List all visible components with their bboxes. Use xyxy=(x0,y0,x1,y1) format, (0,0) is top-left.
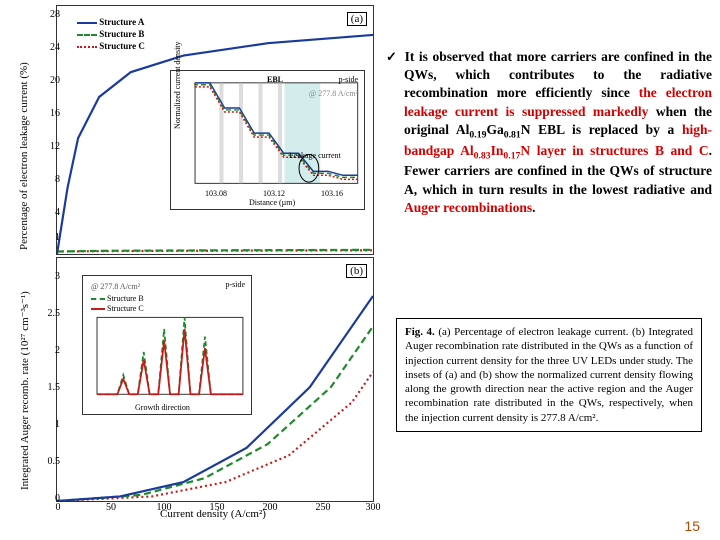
caption-body: (a) Percentage of electron leakage curre… xyxy=(405,326,693,424)
inset-a-xtick: 103.16 xyxy=(321,189,343,198)
ytick-b: 0 xyxy=(36,493,60,504)
ytick-b: 2.5 xyxy=(36,308,60,319)
figure-panel: Percentage of electron leakage current (… xyxy=(10,0,380,520)
inset-a-leak: Leakage current xyxy=(289,151,341,160)
ytick-b: 1 xyxy=(36,419,60,430)
inset-a-cd: @ 277.8 A/cm² xyxy=(309,89,358,98)
xtick: 300 xyxy=(358,502,388,513)
xtick: 50 xyxy=(96,502,126,513)
ytick-b: 0.5 xyxy=(36,456,60,467)
legend-item: Structure C xyxy=(107,304,144,313)
ytick-a: 12 xyxy=(36,141,60,152)
ytick-a: 8 xyxy=(36,174,60,185)
inset-b-pside: p-side xyxy=(225,280,245,289)
inset-b-xlabel: Growth direction xyxy=(135,403,190,412)
legend-item: Structure C xyxy=(99,41,145,51)
ytick-b: 3 xyxy=(36,271,60,282)
ytick-a: 24 xyxy=(36,42,60,53)
ytick-a: 16 xyxy=(36,108,60,119)
para-t4: . xyxy=(532,200,535,215)
sub: 0.83 xyxy=(474,150,491,161)
legend-item: Structure A xyxy=(99,17,144,27)
sub: 0.17 xyxy=(503,150,520,161)
xtick: 100 xyxy=(149,502,179,513)
figure-caption: Fig. 4. (a) Percentage of electron leaka… xyxy=(396,318,702,432)
xtick: 150 xyxy=(202,502,232,513)
ytick-a: 4 xyxy=(36,207,60,218)
inset-a-ylabel: Normalized current density xyxy=(173,41,182,129)
ytick-b: 2 xyxy=(36,345,60,356)
check-icon: ✓ xyxy=(386,49,398,64)
para-r3: Auger recombinations xyxy=(404,200,532,215)
sub: 0.19 xyxy=(469,130,486,141)
legend-item: Structure B xyxy=(107,294,144,303)
panel-a-label: (a) xyxy=(347,12,367,26)
inset-a-pside: p-side xyxy=(338,75,358,84)
inset-b-legend: Structure B Structure C xyxy=(91,294,144,314)
ytick-a: 28 xyxy=(36,9,60,20)
xtick: 250 xyxy=(308,502,338,513)
sub: 0.81 xyxy=(504,130,521,141)
ylabel-a: Percentage of electron leakage current (… xyxy=(18,62,30,250)
ytick-a: 20 xyxy=(36,75,60,86)
inset-a-xlabel: Distance (µm) xyxy=(249,198,295,207)
inset-a-xtick: 103.12 xyxy=(263,189,285,198)
commentary-paragraph: ✓ It is observed that more carriers are … xyxy=(386,48,712,217)
inset-a-xtick: 103.08 xyxy=(205,189,227,198)
legend-a: Structure A Structure B Structure C xyxy=(77,16,145,52)
para-r2c: N layer in structures B and C xyxy=(520,143,708,158)
inset-a-ebl: EBL xyxy=(267,75,283,84)
ytick-b: 1.5 xyxy=(36,382,60,393)
para-r2b: In xyxy=(491,143,504,158)
para-t2c: N EBL is replaced by a xyxy=(521,122,682,137)
ylabel-b: Integrated Auger recomb. rate (10²⁷ cm⁻³… xyxy=(18,291,31,490)
page-number: 15 xyxy=(684,518,700,534)
panel-b-label: (b) xyxy=(346,264,367,278)
legend-item: Structure B xyxy=(99,29,144,39)
ytick-a: 1 xyxy=(36,232,60,243)
xtick: 200 xyxy=(255,502,285,513)
inset-b-cd: @ 277.8 A/cm² xyxy=(91,282,140,291)
caption-lead: Fig. 4. xyxy=(405,326,435,338)
inset-b: @ 277.8 A/cm² p-side Growth direction St… xyxy=(82,275,252,415)
para-t2b: Ga xyxy=(486,122,503,137)
inset-a: Normalized current density Distance (µm)… xyxy=(170,70,365,210)
